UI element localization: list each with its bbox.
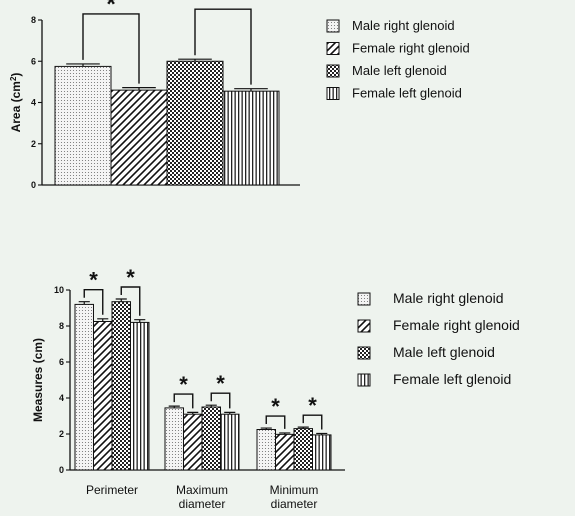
bar-diag xyxy=(183,413,203,471)
error-bar xyxy=(316,432,328,435)
error-bar xyxy=(187,411,199,415)
y-tick-label: 2 xyxy=(59,429,64,439)
x-category-label: Minimum xyxy=(270,483,319,497)
legend-swatch xyxy=(326,64,340,78)
legend-label: Female right glenoid xyxy=(393,317,520,333)
bar-diag xyxy=(110,89,168,186)
error-bar xyxy=(224,411,236,415)
significance-bracket xyxy=(173,393,194,409)
significance-star: * xyxy=(126,265,135,290)
legend-swatch xyxy=(326,87,340,100)
error-bar xyxy=(134,319,146,323)
legend-swatch xyxy=(357,319,371,333)
significance-star: * xyxy=(179,372,188,397)
significance-bracket xyxy=(265,415,286,429)
bar-check xyxy=(111,301,131,471)
error-bar xyxy=(279,432,291,435)
error-bar xyxy=(66,63,100,67)
error-bar xyxy=(205,404,217,407)
bar-dots xyxy=(74,303,94,471)
y-tick-label: 8 xyxy=(31,15,36,25)
significance-star: * xyxy=(106,0,116,18)
legend-label: Male left glenoid xyxy=(352,63,447,78)
bar-vert xyxy=(220,413,240,471)
y-tick-label: 2 xyxy=(31,139,36,149)
y-tick-label: 8 xyxy=(59,321,64,331)
y-tick-label: 4 xyxy=(31,98,36,108)
error-bar xyxy=(260,427,272,430)
area-chart: 0 2 4 6 8 Area (cm2) * * Male right glenoid Femal… xyxy=(9,0,470,190)
legend-swatch xyxy=(326,19,340,33)
error-bar xyxy=(115,298,127,302)
legend-label: Male right glenoid xyxy=(352,18,455,33)
bar-vert xyxy=(222,90,280,186)
significance-star: * xyxy=(308,393,317,418)
significance-bracket xyxy=(210,392,231,409)
legend-swatch xyxy=(357,292,371,306)
y-axis-label: Measures (cm) xyxy=(31,338,45,422)
significance-bracket xyxy=(302,414,323,430)
legend-label: Male left glenoid xyxy=(393,344,495,360)
bar-diag xyxy=(93,321,113,471)
significance-bracket xyxy=(120,286,141,316)
error-bar xyxy=(168,405,180,408)
bar-dots xyxy=(256,429,276,471)
error-bar xyxy=(122,87,156,91)
legend-swatch xyxy=(357,346,371,360)
y-tick-label: 6 xyxy=(31,56,36,66)
significance-star: * xyxy=(218,0,228,13)
y-tick-label: 10 xyxy=(54,285,64,295)
y-tick-label: 0 xyxy=(31,180,36,190)
bar-check xyxy=(293,428,313,471)
error-bar xyxy=(78,301,90,305)
significance-bracket xyxy=(83,289,104,315)
bar-dots xyxy=(164,407,184,471)
legend-label: Female left glenoid xyxy=(393,371,511,387)
x-category-label: Maximum xyxy=(176,483,228,497)
error-bar xyxy=(97,318,109,322)
legend-swatch xyxy=(326,42,340,55)
y-tick-label: 0 xyxy=(59,465,64,475)
legend-swatch xyxy=(357,373,371,387)
x-category-label: diameter xyxy=(271,497,318,511)
y-tick-label: 6 xyxy=(59,357,64,367)
bar-diag xyxy=(275,433,295,471)
legend-label: Female right glenoid xyxy=(352,41,470,56)
x-category-label: diameter xyxy=(179,497,226,511)
error-bar xyxy=(178,58,212,62)
error-bar xyxy=(297,426,309,429)
significance-bracket xyxy=(82,13,140,84)
bar-check xyxy=(201,406,221,471)
significance-star: * xyxy=(89,268,98,293)
x-category-label: Perimeter xyxy=(86,483,138,497)
legend-label: Male right glenoid xyxy=(393,290,504,306)
significance-star: * xyxy=(216,371,225,396)
bar-check xyxy=(166,60,224,186)
bar-vert xyxy=(312,434,332,471)
bar-vert xyxy=(130,321,150,471)
y-axis-label: Area (cm2) xyxy=(9,73,24,133)
significance-star: * xyxy=(271,394,280,419)
y-tick-label: 4 xyxy=(59,393,64,403)
error-bar xyxy=(234,88,268,92)
significance-bracket xyxy=(194,8,252,85)
legend-label: Female left glenoid xyxy=(352,86,462,101)
bar-dots xyxy=(54,65,112,186)
